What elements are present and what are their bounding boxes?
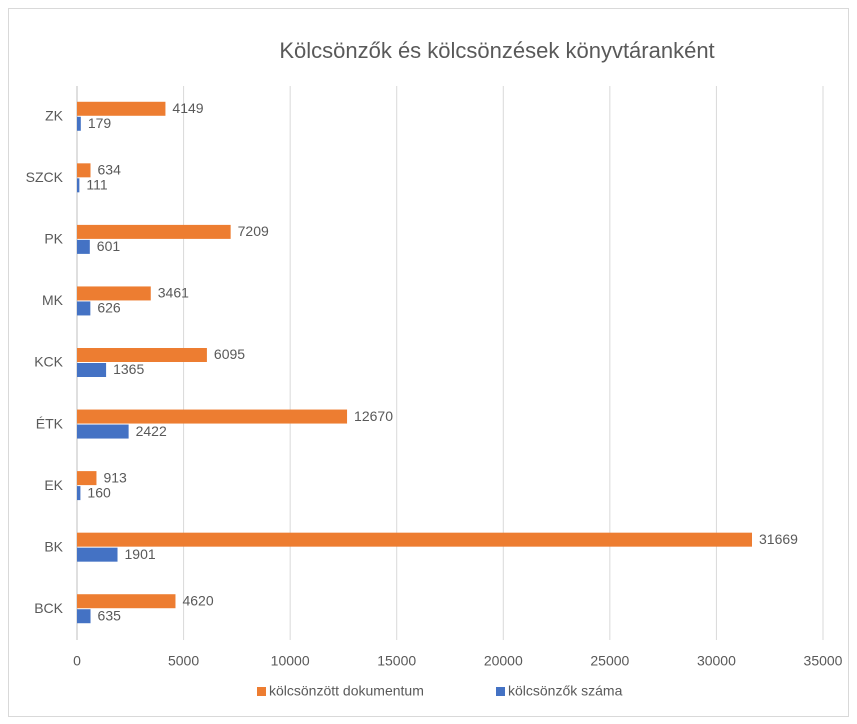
y-tick-label: EK — [44, 477, 63, 493]
x-tick-label: 5000 — [168, 653, 199, 669]
data-label: 3461 — [158, 285, 189, 301]
data-label: 1901 — [125, 546, 156, 562]
bar — [77, 409, 348, 424]
bar — [77, 486, 81, 501]
legend-swatch — [257, 687, 266, 696]
data-label: 4149 — [172, 100, 203, 116]
x-tick-label: 15000 — [377, 653, 416, 669]
data-label: 4620 — [182, 592, 213, 608]
data-label: 160 — [87, 484, 111, 500]
data-label: 626 — [97, 300, 121, 316]
y-tick-label: SZCK — [26, 169, 64, 185]
bar — [77, 471, 97, 486]
bar — [77, 609, 91, 624]
bar — [77, 594, 176, 609]
bar — [77, 424, 129, 439]
data-label: 6095 — [214, 346, 245, 362]
bar — [77, 547, 118, 562]
chart-title: Kölcsönzők és kölcsönzések könyvtárankén… — [279, 38, 714, 63]
x-tick-label: 20000 — [484, 653, 523, 669]
legend-label: kölcsönzők száma — [508, 683, 623, 699]
y-tick-label: BK — [44, 538, 63, 554]
bar — [77, 178, 80, 193]
bar — [77, 348, 207, 362]
bar — [77, 163, 91, 178]
y-tick-label: ZK — [45, 107, 64, 123]
bar — [77, 101, 166, 116]
x-tick-label: 25000 — [590, 653, 629, 669]
y-tick-label: MK — [42, 292, 64, 308]
data-label: 2422 — [136, 423, 167, 439]
data-label: 1365 — [113, 361, 144, 377]
bar — [77, 224, 231, 239]
data-label: 634 — [98, 162, 122, 178]
y-tick-label: KCK — [34, 354, 63, 370]
legend-label: kölcsönzött dokumentum — [269, 683, 424, 699]
data-label: 601 — [97, 238, 121, 254]
y-tick-label: ÉTK — [36, 415, 64, 431]
data-label: 635 — [98, 607, 122, 623]
bar — [77, 532, 753, 547]
legend-swatch — [496, 687, 505, 696]
x-tick-label: 10000 — [271, 653, 310, 669]
y-tick-label: BCK — [34, 600, 63, 616]
bar — [77, 363, 107, 377]
data-label: 179 — [88, 115, 112, 131]
bar — [77, 301, 91, 316]
x-tick-label: 30000 — [697, 653, 736, 669]
x-tick-label: 35000 — [804, 653, 843, 669]
data-label: 913 — [103, 469, 127, 485]
data-label: 111 — [86, 177, 107, 193]
x-tick-label: 0 — [73, 653, 81, 669]
data-label: 7209 — [238, 223, 269, 239]
bar — [77, 116, 81, 131]
y-tick-label: PK — [44, 231, 63, 247]
bar — [77, 239, 90, 254]
bar — [77, 286, 151, 301]
data-label: 31669 — [759, 531, 798, 547]
data-label: 12670 — [354, 408, 393, 424]
